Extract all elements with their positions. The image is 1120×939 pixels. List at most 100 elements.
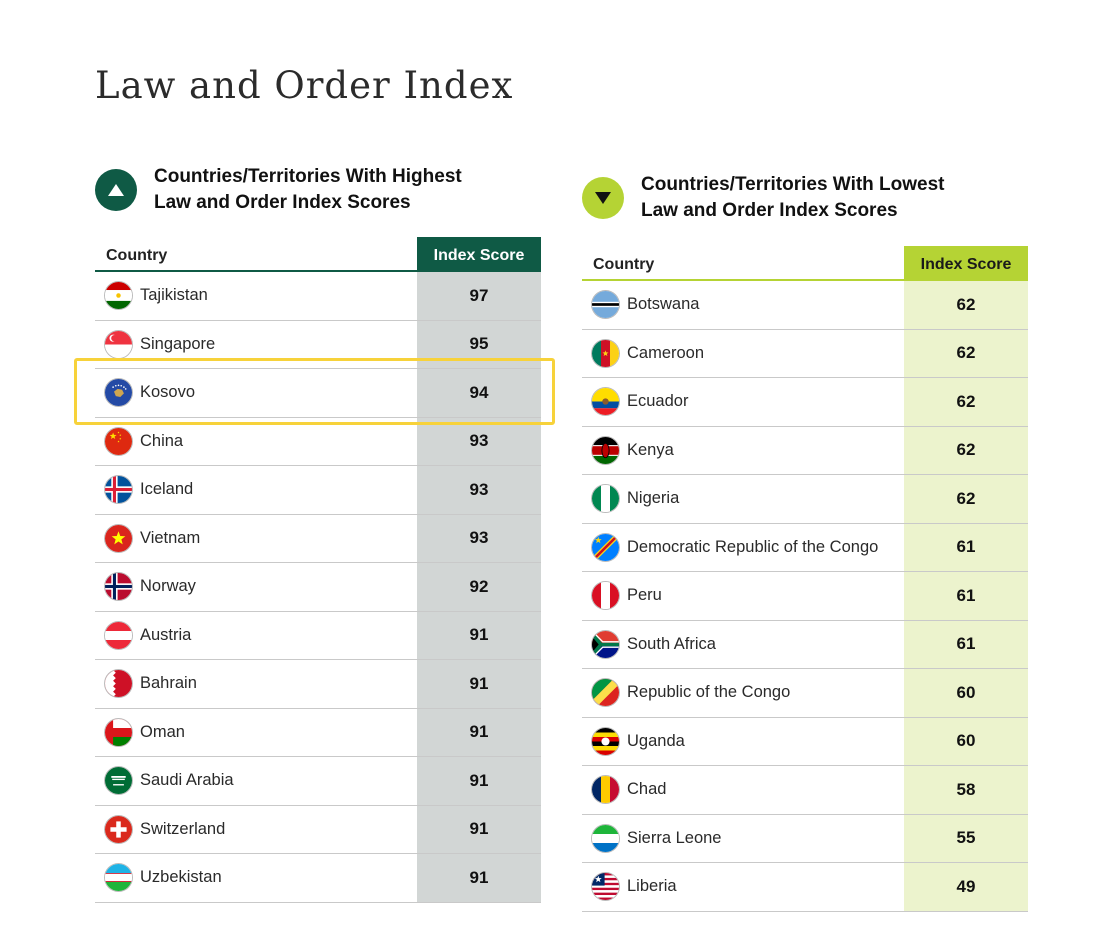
header-rule [582,279,1028,281]
index-score-cell: 91 [417,805,541,853]
table-row: Democratic Republic of the Congo 61 [582,523,1028,572]
country-cell: Chad [582,766,904,814]
index-score-cell: 61 [904,523,1028,571]
country-cell: Oman [95,709,417,757]
country-name: China [140,431,184,450]
country-cell: Singapore [95,321,417,369]
country-name: Uganda [627,731,685,750]
country-name: Liberia [627,877,677,896]
austria-flag-icon [105,621,132,649]
heading-line-2: Law and Order Index Scores [154,192,411,213]
table-row: Cameroon 62 [582,329,1028,378]
index-score-cell: 97 [417,272,541,320]
country-cell: Peru [582,572,904,620]
switzerland-flag-icon [105,815,132,843]
country-cell: Saudi Arabia [95,757,417,805]
cameroon-flag-icon [592,339,619,367]
country-name: Nigeria [627,489,680,508]
lowest-panel-heading: Countries/Territories With Lowest Law an… [641,172,991,224]
table-row: Uzbekistan 91 [95,854,541,903]
country-cell: China [95,418,417,466]
index-score-cell: 91 [417,611,541,659]
country-name: Uzbekistan [140,868,222,887]
country-cell: Norway [95,563,417,611]
oman-flag-icon [105,718,132,746]
bahrain-flag-icon [105,670,132,698]
norway-flag-icon [105,573,132,601]
table-row: China 93 [95,417,541,466]
table-row: Liberia 49 [582,863,1028,912]
table-row: Botswana 62 [582,281,1028,330]
index-score-cell: 61 [904,620,1028,668]
country-name: Republic of the Congo [627,683,791,702]
table-row: Iceland 93 [95,466,541,515]
ecuador-flag-icon [592,388,619,416]
index-score-cell: 60 [904,717,1028,765]
highest-scores-panel: Countries/Territories With Highest Law a… [95,160,541,903]
nigeria-flag-icon [592,485,619,513]
country-name: Austria [140,625,192,644]
country-column-header: Country [106,247,168,264]
table-row: Oman 91 [95,708,541,757]
table-row: Republic of the Congo 60 [582,669,1028,718]
country-cell: Uganda [582,718,904,766]
kosovo-highlight-box [74,358,555,425]
south-africa-flag-icon [592,630,619,658]
index-score-cell: 58 [904,766,1028,814]
country-cell: Switzerland [95,806,417,854]
country-name: Bahrain [140,674,197,693]
country-name: Saudi Arabia [140,771,234,790]
table-row: Kenya 62 [582,426,1028,475]
country-name: Kenya [627,440,674,459]
country-name: Switzerland [140,819,226,838]
index-score-cell: 91 [417,660,541,708]
country-cell: Kenya [582,427,904,475]
table-row: Sierra Leone 55 [582,814,1028,863]
country-name: Ecuador [627,392,689,411]
country-name: Kosovo [140,383,196,402]
highest-scores-table: Country Index Score Tajikistan 97 Singapor… [95,237,541,903]
country-name: Sierra Leone [627,828,722,847]
table-row: Saudi Arabia 91 [95,757,541,806]
country-cell: Cameroon [582,330,904,378]
table-row: Ecuador 62 [582,378,1028,427]
country-cell: Iceland [95,466,417,514]
country-name: Democratic Republic of the Congo [627,537,879,556]
dr-congo-flag-icon [592,533,619,561]
table-row: Nigeria 62 [582,475,1028,524]
kosovo-flag-icon [105,379,132,407]
country-column-header: Country [593,256,655,273]
index-score-cell: 62 [904,378,1028,426]
country-name: Norway [140,577,196,596]
country-name: South Africa [627,634,716,653]
table-header: Country Index Score [582,246,1028,281]
index-score-column-header: Index Score [904,246,1028,281]
liberia-flag-icon [592,873,619,901]
iceland-flag-icon [105,476,132,504]
index-score-cell: 91 [417,757,541,805]
heading-line-2: Law and Order Index Scores [641,200,898,221]
index-score-cell: 60 [904,669,1028,717]
highest-panel-heading: Countries/Territories With Highest Law a… [154,164,504,216]
tajikistan-flag-icon [105,282,132,310]
index-score-cell: 61 [904,572,1028,620]
highest-table-body: Tajikistan 97 Singapore 95 Kosovo 94 China 93 Ic… [95,272,541,903]
index-score-cell: 55 [904,814,1028,862]
table-row: Kosovo 94 [95,369,541,418]
index-score-cell: 49 [904,863,1028,911]
table-row: Norway 92 [95,563,541,612]
country-cell: Nigeria [582,475,904,523]
peru-flag-icon [592,582,619,610]
down-arrow-icon [582,177,624,219]
congo-flag-icon [592,679,619,707]
botswana-flag-icon [592,291,619,319]
index-score-cell: 62 [904,475,1028,523]
country-name: Singapore [140,334,216,353]
index-score-cell: 94 [417,369,541,417]
index-score-cell: 93 [417,514,541,562]
index-score-cell: 93 [417,466,541,514]
uganda-flag-icon [592,727,619,755]
table-row: Uganda 60 [582,717,1028,766]
country-name: Botswana [627,295,700,314]
table-row: Switzerland 91 [95,805,541,854]
